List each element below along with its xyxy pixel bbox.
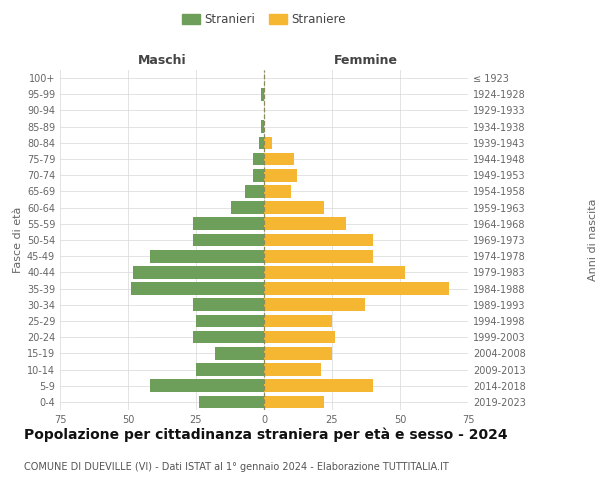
Bar xyxy=(264,298,365,311)
Bar xyxy=(199,396,264,408)
Bar xyxy=(264,169,296,181)
Bar xyxy=(264,363,321,376)
Text: Popolazione per cittadinanza straniera per età e sesso - 2024: Popolazione per cittadinanza straniera p… xyxy=(24,428,508,442)
Bar xyxy=(261,120,264,133)
Bar xyxy=(261,88,264,101)
Bar xyxy=(264,202,324,214)
Bar xyxy=(264,396,324,408)
Bar xyxy=(264,250,373,262)
Bar xyxy=(193,298,264,311)
Bar xyxy=(131,282,264,295)
Bar xyxy=(196,314,264,328)
Bar xyxy=(253,152,264,166)
Text: Maschi: Maschi xyxy=(137,54,187,66)
Bar xyxy=(264,136,272,149)
Bar xyxy=(264,347,332,360)
Bar xyxy=(264,282,449,295)
Bar xyxy=(264,380,373,392)
Legend: Stranieri, Straniere: Stranieri, Straniere xyxy=(177,8,351,31)
Bar xyxy=(193,234,264,246)
Bar xyxy=(150,250,264,262)
Bar xyxy=(259,136,264,149)
Bar xyxy=(264,331,335,344)
Bar xyxy=(193,331,264,344)
Bar xyxy=(193,218,264,230)
Text: Femmine: Femmine xyxy=(334,54,398,66)
Bar xyxy=(264,152,294,166)
Bar xyxy=(264,218,346,230)
Bar xyxy=(133,266,264,278)
Y-axis label: Anni di nascita: Anni di nascita xyxy=(588,198,598,281)
Bar xyxy=(232,202,264,214)
Text: COMUNE DI DUEVILLE (VI) - Dati ISTAT al 1° gennaio 2024 - Elaborazione TUTTITALI: COMUNE DI DUEVILLE (VI) - Dati ISTAT al … xyxy=(24,462,449,472)
Bar xyxy=(264,234,373,246)
Bar xyxy=(264,314,332,328)
Bar xyxy=(215,347,264,360)
Y-axis label: Fasce di età: Fasce di età xyxy=(13,207,23,273)
Bar xyxy=(264,185,291,198)
Bar xyxy=(245,185,264,198)
Bar xyxy=(150,380,264,392)
Bar xyxy=(253,169,264,181)
Bar xyxy=(264,266,406,278)
Bar xyxy=(196,363,264,376)
